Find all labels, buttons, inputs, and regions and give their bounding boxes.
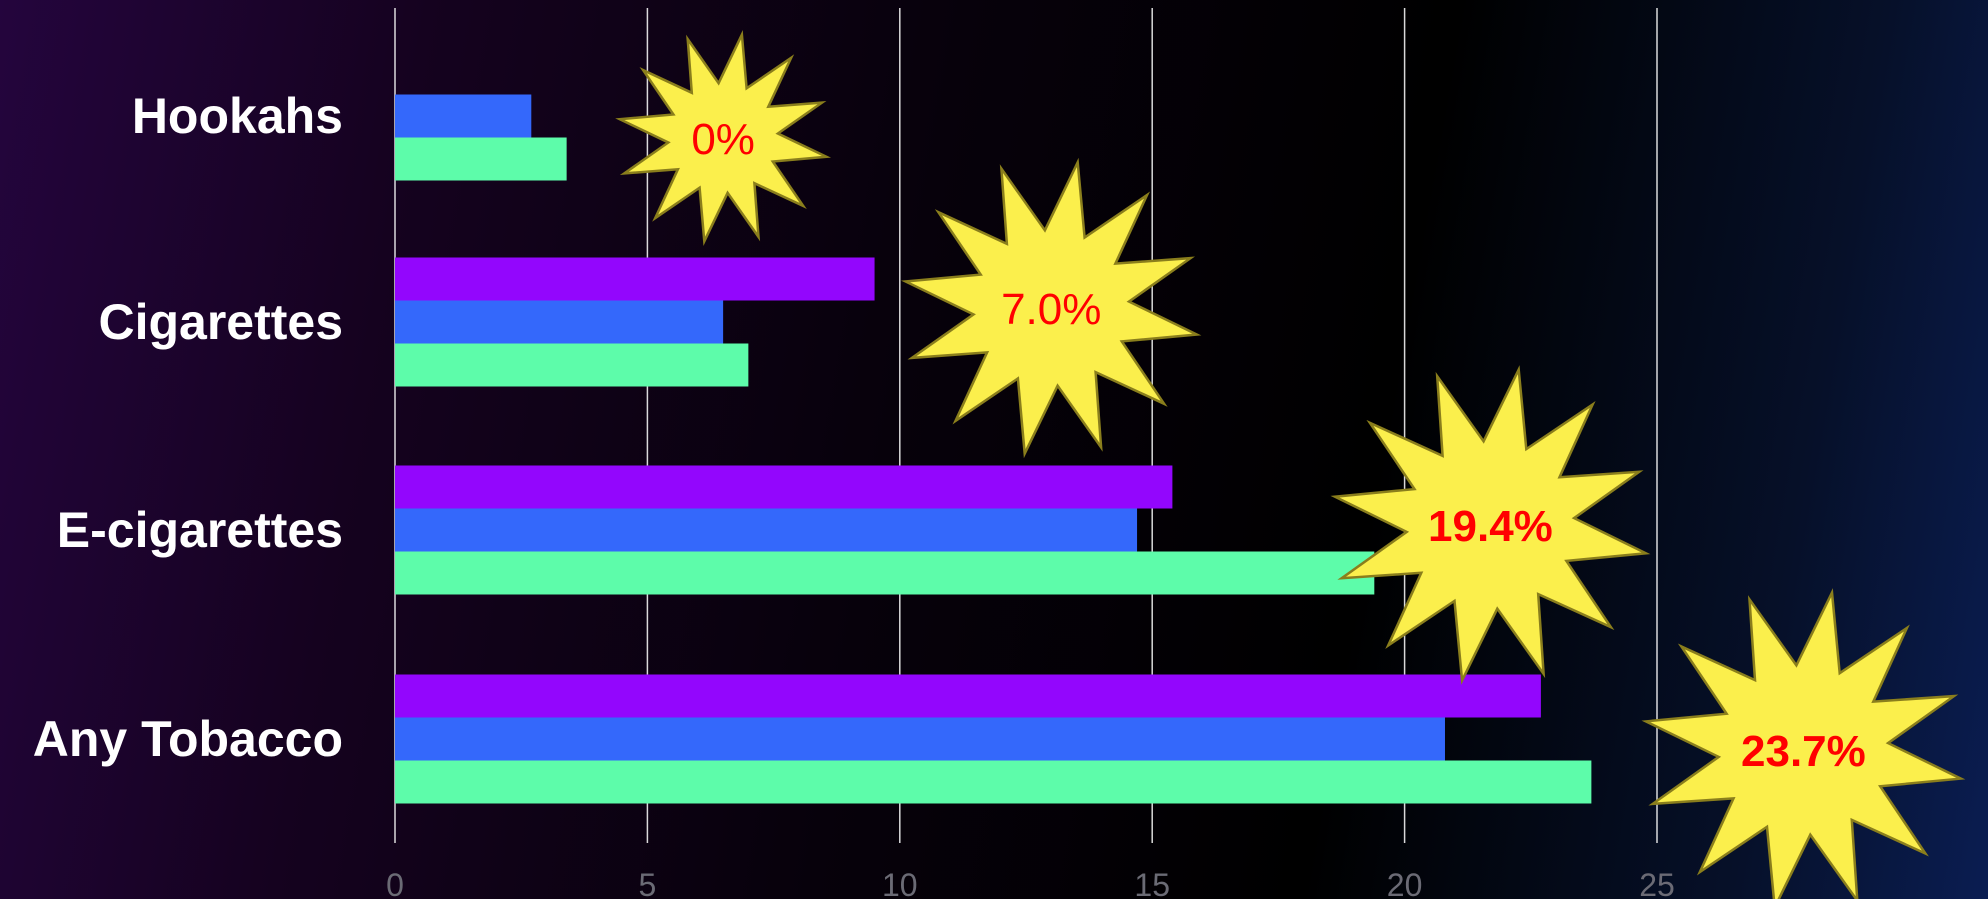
bar	[395, 465, 1173, 509]
x-tick-label: 5	[639, 867, 657, 899]
category-label: Hookahs	[132, 88, 343, 144]
bar	[395, 674, 1541, 718]
bar	[395, 551, 1375, 595]
category-label: Any Tobacco	[33, 711, 343, 767]
starburst-shape	[1641, 588, 1966, 899]
data-label: 7.0%	[1001, 285, 1101, 334]
bar	[395, 94, 532, 138]
bar	[395, 717, 1445, 761]
bar	[395, 257, 875, 301]
starburst-shape	[901, 157, 1202, 459]
callout-starburst: 23.7%	[1641, 588, 1966, 899]
category-label: Cigarettes	[98, 294, 343, 350]
bar	[395, 508, 1138, 552]
bar	[395, 137, 567, 181]
x-tick-label: 25	[1639, 867, 1675, 899]
bars	[395, 94, 1592, 804]
callout-starburst: 19.4%	[1330, 365, 1651, 685]
x-tick-label: 10	[882, 867, 918, 899]
bar	[395, 760, 1592, 804]
callout-starburst: 0%	[615, 30, 832, 246]
x-tick-label: 20	[1387, 867, 1423, 899]
x-tick-label: 15	[1134, 867, 1170, 899]
bar	[395, 300, 724, 344]
data-label: 0%	[691, 115, 755, 164]
category-label: E-cigarettes	[57, 502, 343, 558]
bar	[395, 343, 749, 387]
data-label: 19.4%	[1428, 502, 1553, 551]
x-tick-label: 0	[386, 867, 404, 899]
data-label: 23.7%	[1741, 727, 1866, 776]
callout-starburst: 7.0%	[901, 157, 1202, 459]
starburst-shape	[1330, 365, 1651, 685]
starburst-shape	[615, 30, 832, 246]
